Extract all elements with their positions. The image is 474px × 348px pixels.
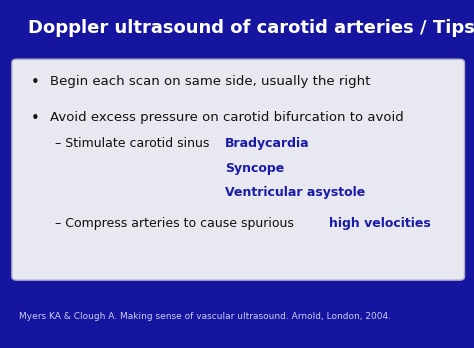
Text: – Compress arteries to cause spurious: – Compress arteries to cause spurious (55, 218, 297, 230)
Text: high velocities: high velocities (329, 218, 431, 230)
Text: Ventricular asystole: Ventricular asystole (225, 186, 365, 199)
Text: •: • (31, 75, 39, 90)
Text: Doppler ultrasound of carotid arteries / Tips: Doppler ultrasound of carotid arteries /… (28, 19, 474, 37)
Text: Bradycardia: Bradycardia (225, 137, 310, 150)
Text: Avoid excess pressure on carotid bifurcation to avoid: Avoid excess pressure on carotid bifurca… (50, 111, 403, 124)
Text: •: • (31, 111, 39, 126)
Text: Myers KA & Clough A. Making sense of vascular ultrasound. Arnold, London, 2004.: Myers KA & Clough A. Making sense of vas… (19, 312, 391, 321)
Text: – Stimulate carotid sinus: – Stimulate carotid sinus (55, 137, 209, 150)
Text: Begin each scan on same side, usually the right: Begin each scan on same side, usually th… (50, 75, 370, 88)
FancyBboxPatch shape (12, 59, 465, 280)
Text: Syncope: Syncope (225, 162, 284, 175)
